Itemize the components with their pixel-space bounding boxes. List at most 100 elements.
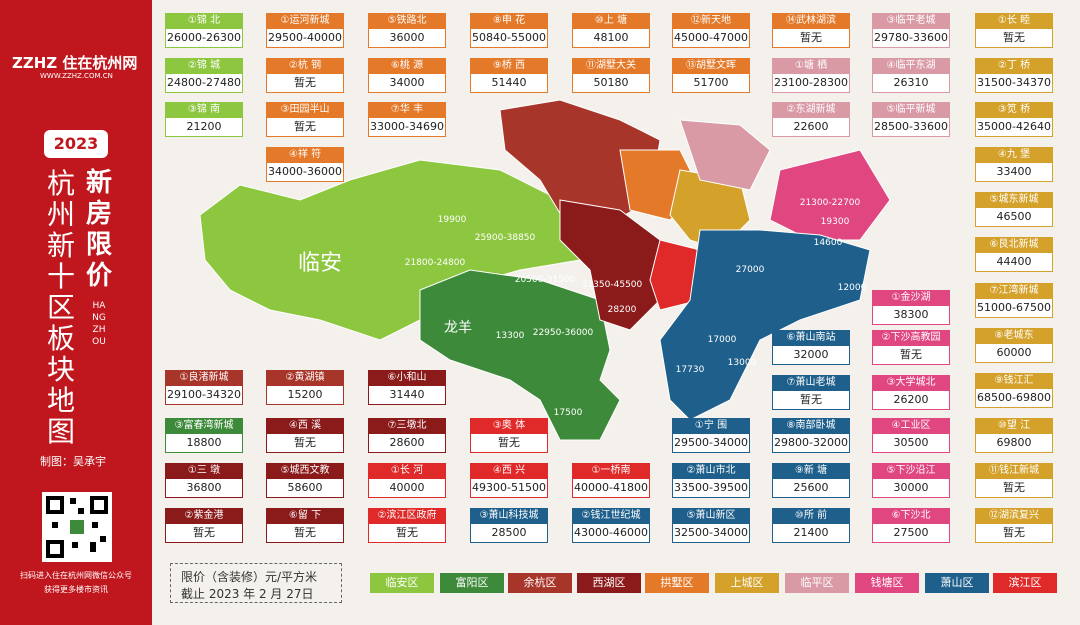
- region-price: 29800-32000: [772, 434, 850, 453]
- region-price: 33000-34690: [368, 118, 446, 137]
- region-name: ①宁 围: [672, 418, 750, 434]
- region-name: ⑥小和山: [368, 370, 446, 386]
- region-name: ④工业区: [872, 418, 950, 434]
- region-price: 31500-34370: [975, 74, 1053, 93]
- region-price: 30500: [872, 434, 950, 453]
- region-name: ⑦华 丰: [368, 102, 446, 118]
- region-price: 69800: [975, 434, 1053, 453]
- region-name: ①金沙湖: [872, 290, 950, 306]
- region-card: ⑤城西文教 58600: [266, 463, 344, 499]
- region-price: 28600: [368, 434, 446, 453]
- region-price: 32000: [772, 346, 850, 365]
- region-price: 24800-27480: [165, 74, 243, 93]
- region-card: ⑭武林湖滨 暂无: [772, 13, 850, 49]
- note-text: 限价（含装修）元/平方米: [181, 570, 318, 584]
- region-card: ⑥留 下暂无: [266, 508, 344, 544]
- region-price: 26200: [872, 391, 950, 410]
- region-price: 暂无: [266, 524, 344, 543]
- logo: ZZHZ 住在杭州网: [12, 54, 138, 72]
- region-name: ②萧山市北: [672, 463, 750, 479]
- region-price: 51000-67500: [975, 299, 1053, 318]
- region-name: ②紫金港: [165, 508, 243, 524]
- region-card: ①运河新城 29500-40000: [266, 13, 344, 49]
- map-label: 22950-36000: [533, 328, 594, 338]
- region-card: ④西 兴 49300-51500: [470, 463, 548, 499]
- region-price: 34000-36000: [266, 163, 344, 182]
- region-name: ④九 堡: [975, 147, 1053, 163]
- region-name: ①一桥南: [572, 463, 650, 479]
- region-price: 40000: [368, 479, 446, 498]
- region-price: 68500-69800: [975, 389, 1053, 408]
- legend-item: 西湖区: [577, 573, 641, 593]
- region-price: 32500-34000: [672, 524, 750, 543]
- region-card: ②丁 桥 31500-34370: [975, 58, 1053, 94]
- region-price: 15200: [266, 386, 344, 405]
- region-card: ⑫湖滨复兴 暂无: [975, 508, 1053, 544]
- region-card: ⑤城东新城 46500: [975, 192, 1053, 228]
- region-card: ⑦江湾新城 51000-67500: [975, 283, 1053, 319]
- region-name: ⑤铁路北: [368, 13, 446, 29]
- region-card: ⑩望 江 69800: [975, 418, 1053, 454]
- region-card: ①金沙湖 38300: [872, 290, 950, 326]
- region-name: ②东湖新城: [772, 102, 850, 118]
- legend-item: 临安区: [370, 573, 434, 593]
- region-card: ⑨桥 西 51440: [470, 58, 548, 94]
- region-name: ⑥留 下: [266, 508, 344, 524]
- region-name: ⑤城西文教: [266, 463, 344, 479]
- region-price: 18800: [165, 434, 243, 453]
- region-price: 43000-46000: [572, 524, 650, 543]
- region-name: ③萧山科技城: [470, 508, 548, 524]
- region-card: ②萧山市北 33500-39500: [672, 463, 750, 499]
- region-card: ②滨江区政府 暂无: [368, 508, 446, 544]
- region-name: ⑤城东新城: [975, 192, 1053, 208]
- region-price: 60000: [975, 344, 1053, 363]
- region-card: ③大学城北 26200: [872, 375, 950, 411]
- region-name: ⑬胡墅文晖: [672, 58, 750, 74]
- region-price: 36000: [368, 29, 446, 48]
- xihu-area: [559, 199, 671, 331]
- map-label: 14600: [814, 238, 843, 248]
- map-label: 21800-24800: [405, 258, 466, 268]
- region-name: ④西 兴: [470, 463, 548, 479]
- region-price: 33400: [975, 163, 1053, 182]
- region-price: 48100: [572, 29, 650, 48]
- region-price: 29100-34320: [165, 386, 243, 405]
- region-card: ①塘 栖 23100-28300: [772, 58, 850, 94]
- region-price: 暂无: [266, 118, 344, 137]
- map-label: 13000: [728, 358, 757, 368]
- region-card: ⑬胡墅文晖 51700: [672, 58, 750, 94]
- fuyang-area: [419, 269, 621, 441]
- region-name: ⑩望 江: [975, 418, 1053, 434]
- region-card: ②钱江世纪城 43000-46000: [572, 508, 650, 544]
- region-card: ①锦 北 26000-26300: [165, 13, 243, 49]
- region-card: ③临平老城 29780-33600: [872, 13, 950, 49]
- region-card: ⑥桃 源 34000: [368, 58, 446, 94]
- region-name: ⑧老城东: [975, 328, 1053, 344]
- year-badge: 2023: [44, 130, 108, 158]
- map-label: 27000: [736, 265, 765, 275]
- region-price: 21400: [772, 524, 850, 543]
- region-name: ③临平老城: [872, 13, 950, 29]
- region-name: ③奥 体: [470, 418, 548, 434]
- region-price: 58600: [266, 479, 344, 498]
- region-card: ⑤临平新城 28500-33600: [872, 102, 950, 138]
- region-card: ①长 睦暂无: [975, 13, 1053, 49]
- region-price: 23100-28300: [772, 74, 850, 93]
- date-text: 截止 2023 年 2 月 27日: [181, 587, 314, 601]
- region-price: 29780-33600: [872, 29, 950, 48]
- map-label: 31350-45500: [582, 280, 643, 290]
- region-name: ⑤下沙沿江: [872, 463, 950, 479]
- region-price: 45000-47000: [672, 29, 750, 48]
- region-price: 50840-55000: [470, 29, 548, 48]
- region-card: ①三 墩 36800: [165, 463, 243, 499]
- map-label: 25900-38850: [475, 233, 536, 243]
- region-card: ④祥 符 34000-36000: [266, 147, 344, 183]
- region-card: ①良渚新城 29100-34320: [165, 370, 243, 406]
- region-name: ⑧申 花: [470, 13, 548, 29]
- region-card: ④工业区 30500: [872, 418, 950, 454]
- qr-note: 获得更多楼市资讯: [44, 585, 108, 594]
- legend-item: 上城区: [715, 573, 779, 593]
- region-price: 36800: [165, 479, 243, 498]
